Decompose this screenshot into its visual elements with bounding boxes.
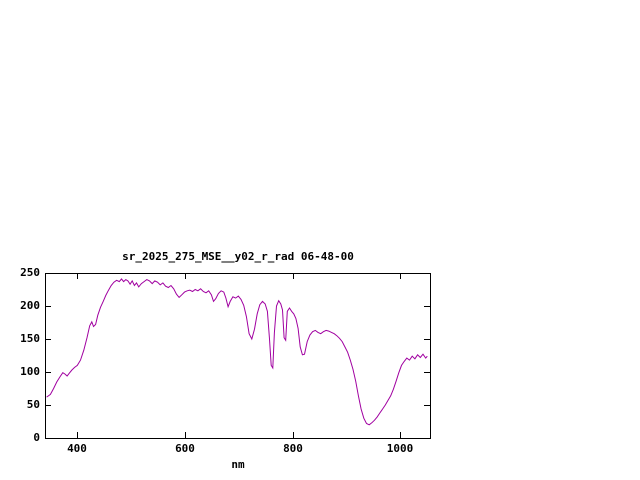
x-tick-label: 1000 (386, 442, 414, 455)
spectrum-line (46, 278, 428, 426)
x-axis-label: nm (231, 458, 245, 471)
y-tick-label: 100 (20, 365, 40, 378)
y-tick-label: 150 (20, 332, 40, 345)
x-tick-label: 600 (175, 442, 195, 455)
y-tick-label: 200 (20, 299, 40, 312)
chart-title: sr_2025_275_MSE__y02_r_rad 06-48-00 (122, 250, 354, 263)
x-tick-label: 400 (67, 442, 87, 455)
y-tick-label: 50 (26, 398, 40, 411)
x-tick-label: 800 (283, 442, 303, 455)
y-tick-label: 250 (20, 266, 40, 279)
y-tick-label: 0 (33, 431, 40, 444)
